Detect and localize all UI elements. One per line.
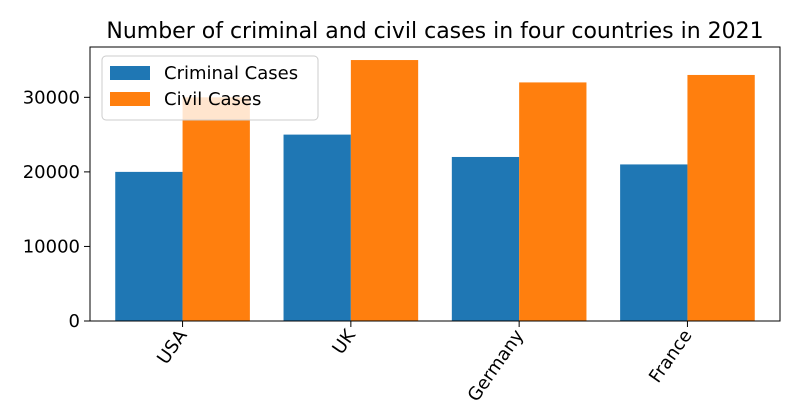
legend-swatch — [110, 92, 150, 106]
y-tick-label: 0 — [69, 311, 80, 332]
bars-layer — [115, 60, 755, 322]
y-tick-label: 30000 — [23, 87, 80, 108]
legend-swatch — [110, 66, 150, 80]
bar-civil-cases-usa — [182, 97, 250, 321]
bar-civil-cases-germany — [519, 82, 587, 321]
bar-criminal-cases-usa — [115, 171, 183, 321]
y-tick-label: 10000 — [23, 236, 80, 257]
plot-frame — [89, 46, 781, 322]
x-tick-label-france: France — [645, 326, 697, 387]
bar-criminal-cases-germany — [451, 156, 520, 321]
x-tick-label-uk: UK — [328, 325, 360, 358]
bar-criminal-cases-uk — [283, 134, 351, 321]
bar-civil-cases-uk — [350, 60, 419, 322]
x-tick-label-germany: Germany — [464, 326, 529, 400]
y-axis: 0 10000 20000 30000 — [23, 87, 90, 332]
x-tick-label-usa: USA — [153, 325, 192, 368]
x-axis: USA UK Germany France — [153, 321, 697, 400]
bar-criminal-cases-france — [620, 164, 688, 321]
chart-title: Number of criminal and civil cases in fo… — [106, 19, 763, 44]
y-tick-label: 20000 — [23, 162, 80, 183]
legend-label: Criminal Cases — [164, 63, 298, 84]
legend-label: Civil Cases — [164, 89, 261, 110]
legend: Criminal Cases Civil Cases — [101, 55, 319, 121]
bar-civil-cases-france — [687, 74, 755, 321]
legend-box — [101, 55, 319, 121]
